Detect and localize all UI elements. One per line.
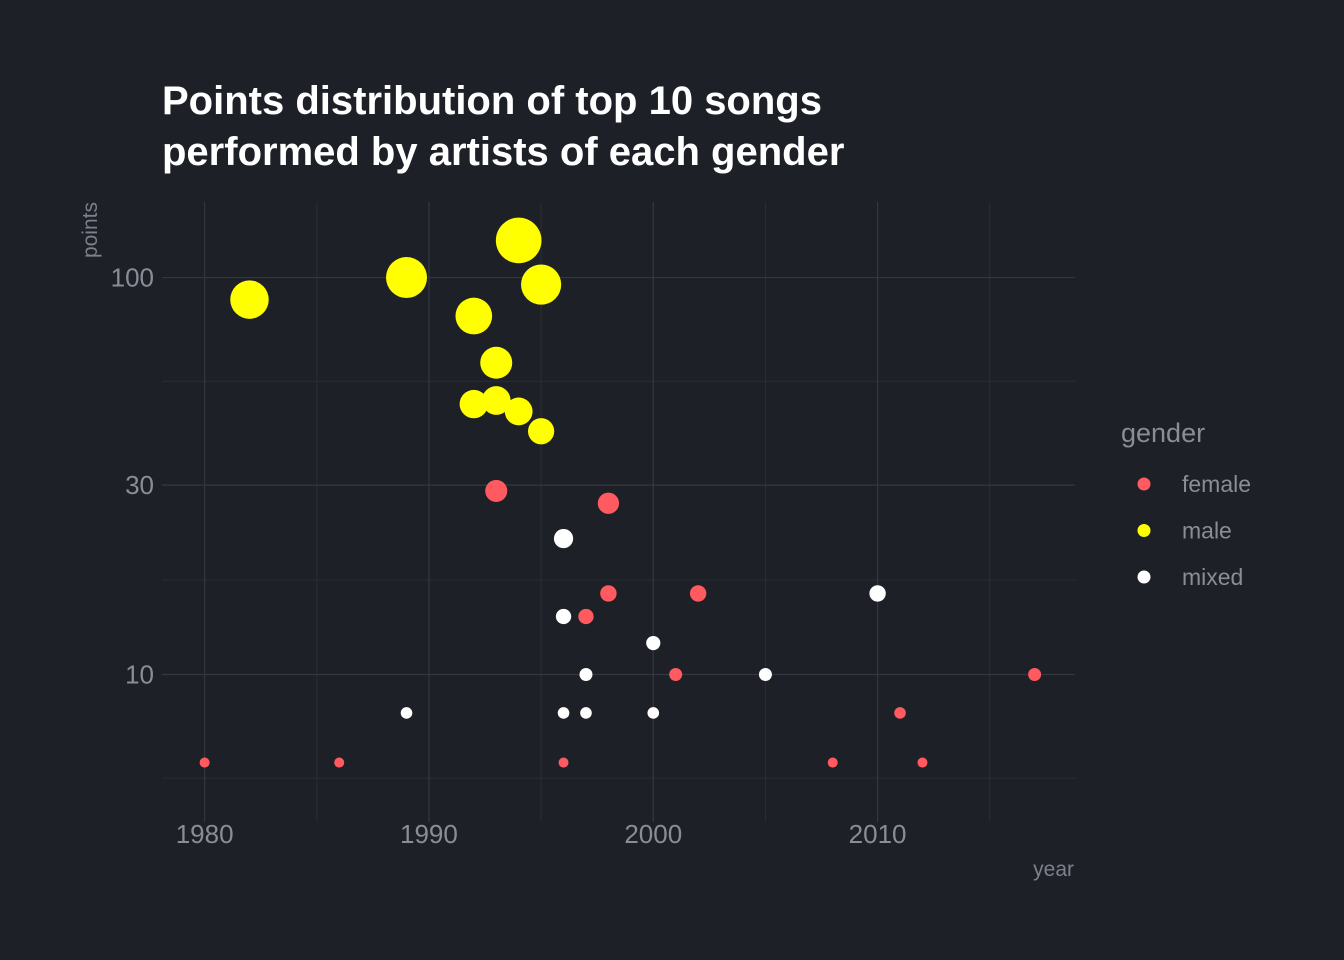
y-axis-title: points [79,202,102,258]
point-mixed [869,585,886,602]
point-male [521,264,562,305]
point-female [597,492,620,514]
point-mixed [646,635,661,651]
y-tick-label: 10 [125,659,154,689]
point-male [480,346,513,379]
point-male [481,386,511,415]
point-female [578,608,594,625]
grid [162,202,1075,822]
point-female [669,668,683,681]
point-male [386,257,428,299]
point-mixed [758,668,772,681]
x-axis-title: year [1033,858,1074,881]
point-female [199,757,210,768]
y-tick-label: 30 [125,470,154,500]
legend-label-mixed: mixed [1182,564,1243,590]
point-mixed [647,707,660,719]
chart-title-line-2: performed by artists of each gender [162,130,844,174]
chart-title: Points distribution of top 10 songs perf… [162,79,844,174]
x-tick-label: 1990 [400,819,458,849]
x-tick-label: 2010 [849,819,907,849]
point-mixed [580,707,592,719]
point-female [334,757,345,768]
legend-key-male [1137,524,1151,537]
point-female [485,479,508,502]
point-female [917,757,928,768]
legend-title: gender [1121,418,1205,448]
point-male [504,397,533,426]
x-axis-ticks: 1980 1990 2000 2010 [176,819,907,849]
x-tick-label: 2000 [624,819,682,849]
point-female [600,585,617,602]
point-male [455,297,493,335]
point-mixed [557,707,570,719]
x-tick-label: 1980 [176,819,234,849]
scatter-points [199,217,1042,768]
y-axis-ticks: 10 30 100 [111,263,154,690]
y-tick-label: 100 [111,263,154,293]
legend-key-mixed [1137,570,1151,584]
chart-title-line-1: Points distribution of top 10 songs [162,79,822,123]
legend-key-female [1137,477,1151,491]
point-female [894,707,906,719]
point-mixed [400,707,413,719]
point-mixed [553,528,574,549]
point-male [459,389,489,419]
point-female [558,757,569,768]
point-male [495,217,542,264]
point-male [230,280,269,319]
point-female [1028,668,1042,681]
point-mixed [555,608,572,625]
point-female [827,757,838,768]
point-mixed [579,668,593,681]
point-female [689,585,707,602]
legend-label-male: male [1182,518,1232,544]
point-male [527,418,555,445]
legend-label-female: female [1182,471,1251,497]
legend: gender female male mixed [1121,418,1251,590]
